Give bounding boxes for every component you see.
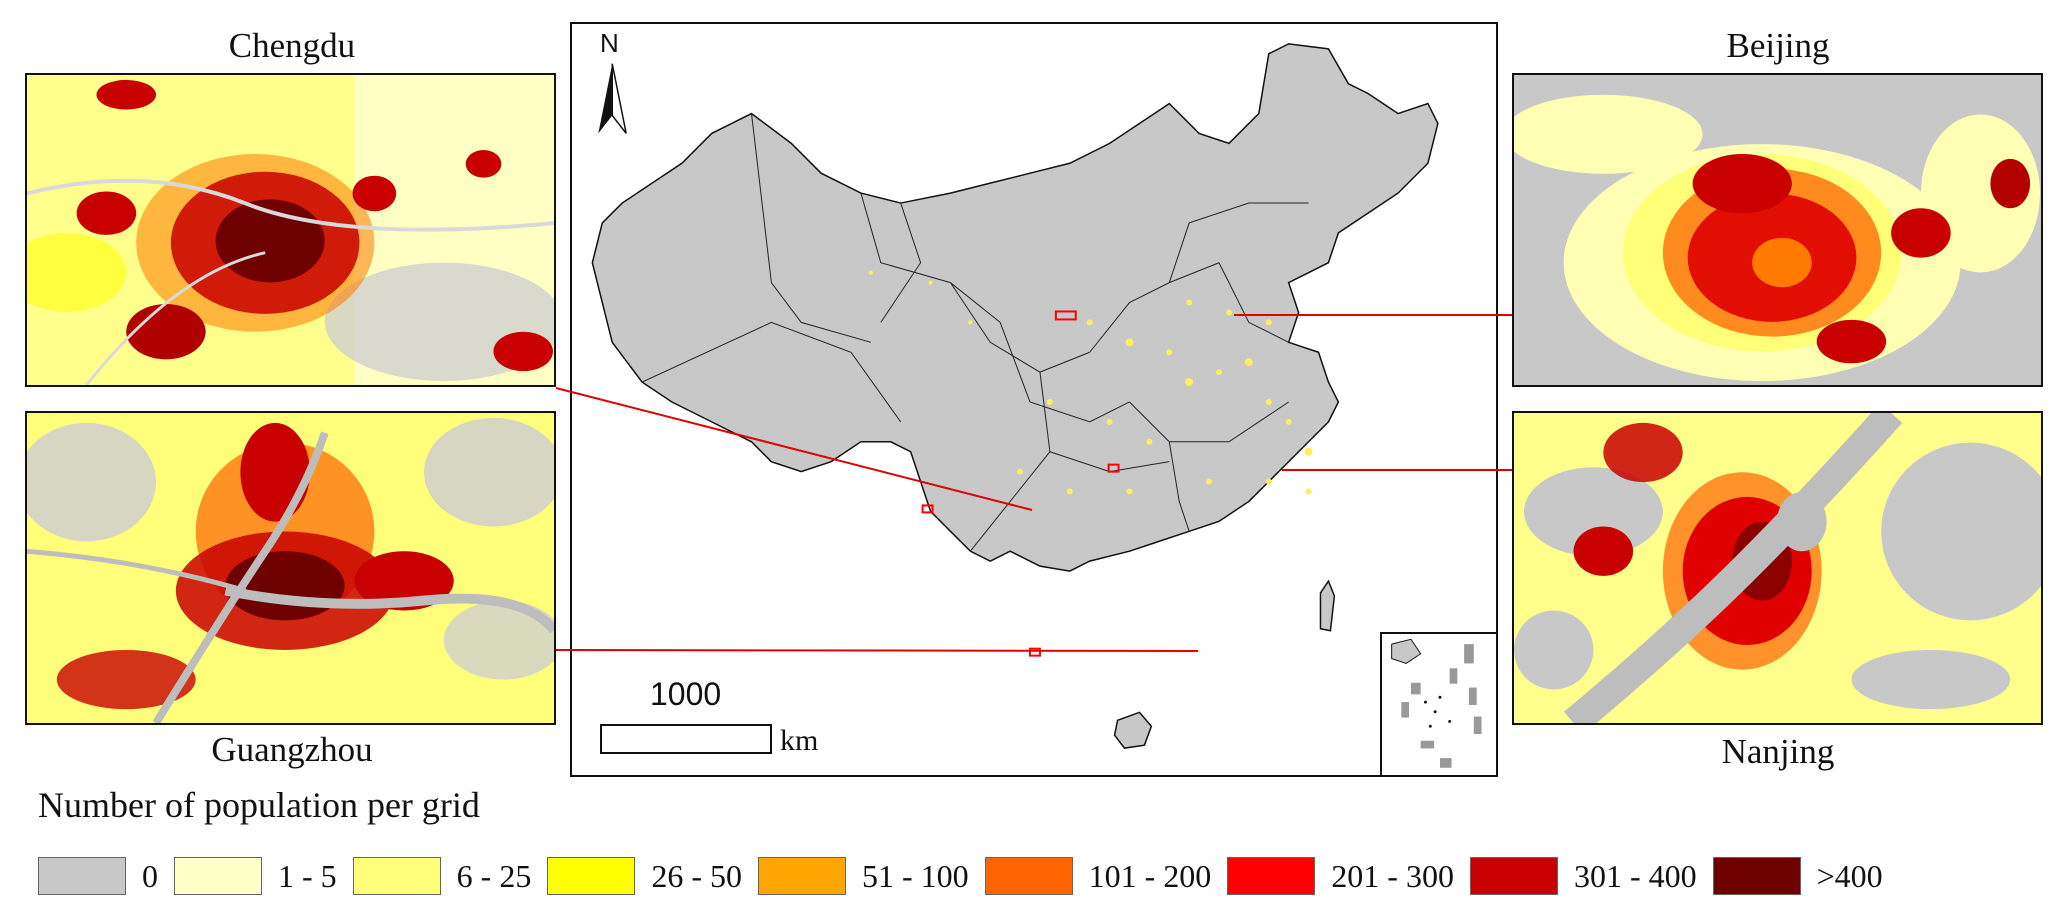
legend-item: 26 - 50	[547, 857, 742, 895]
legend-item: 101 - 200	[984, 857, 1212, 895]
legend-label: 6 - 25	[456, 857, 532, 894]
beijing-panel	[1512, 73, 2043, 387]
legend-label: 301 - 400	[1573, 857, 1697, 894]
legend-item: 51 - 100	[757, 857, 969, 895]
guangzhou-density-map	[27, 413, 554, 723]
hainan-island	[1113, 711, 1153, 749]
legend-label: >400	[1816, 857, 1883, 894]
north-arrow-icon	[598, 63, 627, 134]
legend-swatch	[1469, 857, 1558, 895]
legend-item: 0	[38, 857, 158, 895]
legend-title: Number of population per grid	[38, 785, 480, 825]
china-map	[591, 43, 1439, 749]
scale-unit: km	[780, 724, 819, 757]
chengdu-panel	[25, 73, 556, 387]
china-map-frame: N 1000 km	[570, 22, 1498, 777]
legend-item: 301 - 400	[1469, 857, 1697, 895]
chengdu-label: Chengdu	[228, 26, 356, 65]
legend-item: >400	[1712, 857, 1883, 895]
scale-value: 1000	[650, 676, 722, 712]
legend-swatch	[984, 857, 1073, 895]
north-label: N	[600, 28, 619, 58]
beijing-label: Beijing	[1726, 26, 1830, 65]
legend-swatch	[174, 857, 262, 895]
legend-swatch	[352, 857, 441, 895]
guangzhou-panel	[25, 411, 556, 725]
legend-label: 201 - 300	[1331, 857, 1454, 894]
taiwan-island	[1319, 579, 1336, 632]
nanjing-panel	[1512, 411, 2043, 725]
legend-label: 101 - 200	[1088, 857, 1212, 894]
chengdu-density-map	[27, 75, 554, 385]
legend-swatch	[547, 857, 636, 895]
nanjing-density-map	[1514, 413, 2041, 723]
legend-item: 1 - 5	[174, 857, 337, 895]
legend-item: 201 - 300	[1227, 857, 1454, 895]
legend-swatch	[1712, 857, 1801, 895]
inset-map	[1391, 638, 1482, 768]
scale-bar	[600, 724, 772, 754]
legend: 0 1 - 5 6 - 25 26 - 50 51 - 100 101 - 20…	[38, 855, 1899, 897]
legend-label: 1 - 5	[278, 857, 337, 894]
legend-label: 26 - 50	[651, 857, 742, 894]
legend-label: 0	[142, 857, 158, 894]
guangzhou-label: Guangzhou	[211, 730, 373, 769]
legend-swatch	[38, 857, 126, 895]
legend-swatch	[757, 857, 846, 895]
legend-swatch	[1227, 857, 1316, 895]
legend-item: 6 - 25	[352, 857, 532, 895]
south-china-sea-inset	[1380, 632, 1498, 777]
beijing-density-map	[1514, 75, 2041, 385]
legend-label: 51 - 100	[861, 857, 969, 894]
nanjing-label: Nanjing	[1721, 732, 1835, 771]
